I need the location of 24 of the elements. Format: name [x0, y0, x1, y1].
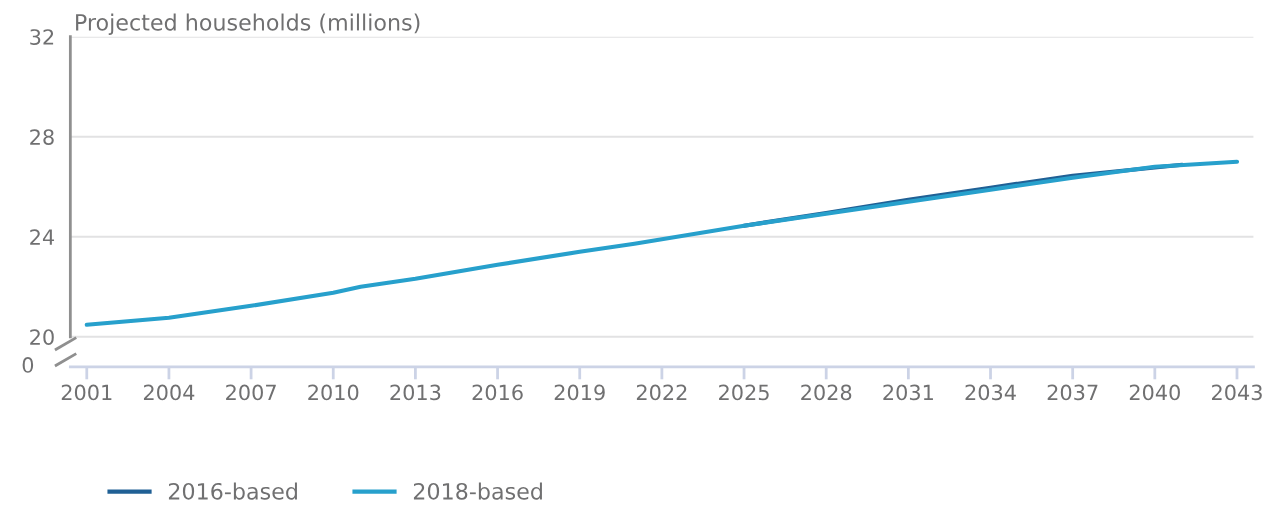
x-tick-label: 2016 [472, 384, 523, 401]
line-series [84, 159, 1240, 327]
y-tick-label: 32 [30, 29, 54, 45]
y-tick-label: 24 [30, 229, 55, 245]
x-tick-label: 2001 [61, 384, 112, 401]
x-tick-label: 2007 [226, 384, 276, 401]
x-tick-label: 2004 [143, 384, 195, 401]
x-tick-label: 2037 [1047, 384, 1098, 401]
y-tick-label: 20 [30, 329, 54, 345]
x-tick-label: 2022 [636, 384, 687, 401]
x-tick-label: 2031 [883, 384, 933, 401]
x-tick-label: 2010 [308, 384, 359, 401]
x-tick-label: 2043 [1212, 384, 1262, 401]
x-tick-label: 2013 [390, 384, 441, 401]
x-tick-label: 2034 [965, 384, 1016, 401]
legend-label: 2016-based [168, 482, 297, 500]
y-axis-title: Projected households (millions) [76, 13, 420, 36]
x-tick-label: 2028 [801, 384, 852, 401]
x-tick-label: 2040 [1129, 384, 1180, 401]
legend-label: 2018-based [413, 482, 542, 500]
x-tick-label: 2019 [554, 384, 605, 401]
y-tick-label: 28 [30, 129, 54, 145]
text: 0 [22, 357, 34, 373]
x-tick-label: 2025 [719, 384, 769, 401]
